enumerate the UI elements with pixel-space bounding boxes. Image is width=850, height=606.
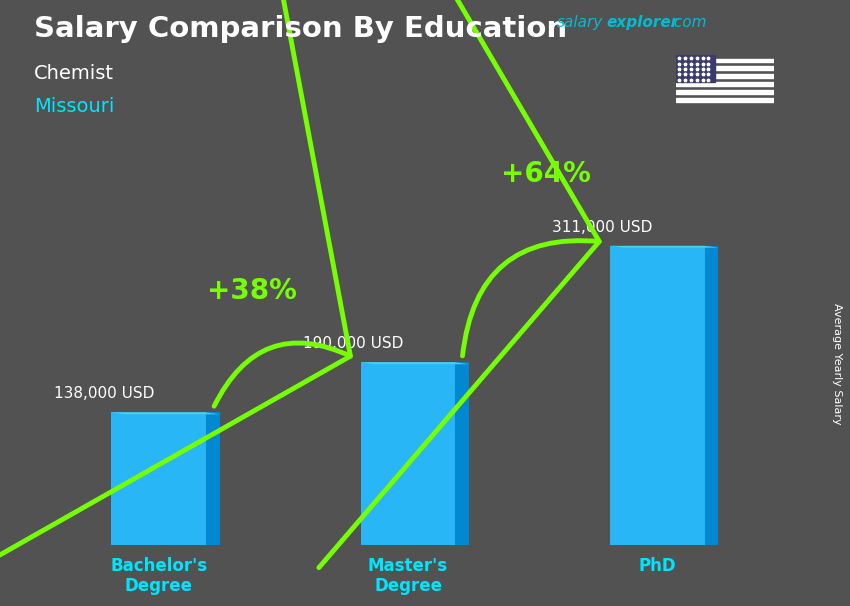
Text: Salary Comparison By Education: Salary Comparison By Education: [34, 15, 567, 43]
Text: Average Yearly Salary: Average Yearly Salary: [832, 303, 842, 424]
Polygon shape: [206, 413, 220, 545]
Bar: [676, 55, 715, 82]
Polygon shape: [456, 362, 469, 545]
Bar: [676, 90, 774, 94]
Text: +64%: +64%: [502, 161, 591, 188]
Polygon shape: [705, 246, 718, 545]
Text: +38%: +38%: [207, 277, 297, 305]
Polygon shape: [610, 246, 718, 248]
Polygon shape: [111, 413, 220, 415]
Text: salary: salary: [557, 15, 603, 30]
Bar: [676, 82, 774, 86]
Text: explorer: explorer: [606, 15, 678, 30]
FancyBboxPatch shape: [111, 413, 206, 545]
Bar: [676, 75, 774, 78]
Text: Chemist: Chemist: [34, 64, 114, 82]
Polygon shape: [360, 362, 469, 364]
Text: .com: .com: [669, 15, 706, 30]
FancyArrowPatch shape: [319, 0, 599, 568]
FancyArrowPatch shape: [0, 0, 350, 568]
FancyBboxPatch shape: [360, 362, 456, 545]
FancyBboxPatch shape: [610, 246, 705, 545]
Text: Missouri: Missouri: [34, 97, 115, 116]
Bar: [676, 59, 774, 62]
Bar: [676, 67, 774, 70]
Text: 311,000 USD: 311,000 USD: [552, 219, 653, 235]
Bar: [676, 98, 774, 102]
Text: 138,000 USD: 138,000 USD: [54, 386, 154, 401]
Text: 190,000 USD: 190,000 USD: [303, 336, 404, 351]
